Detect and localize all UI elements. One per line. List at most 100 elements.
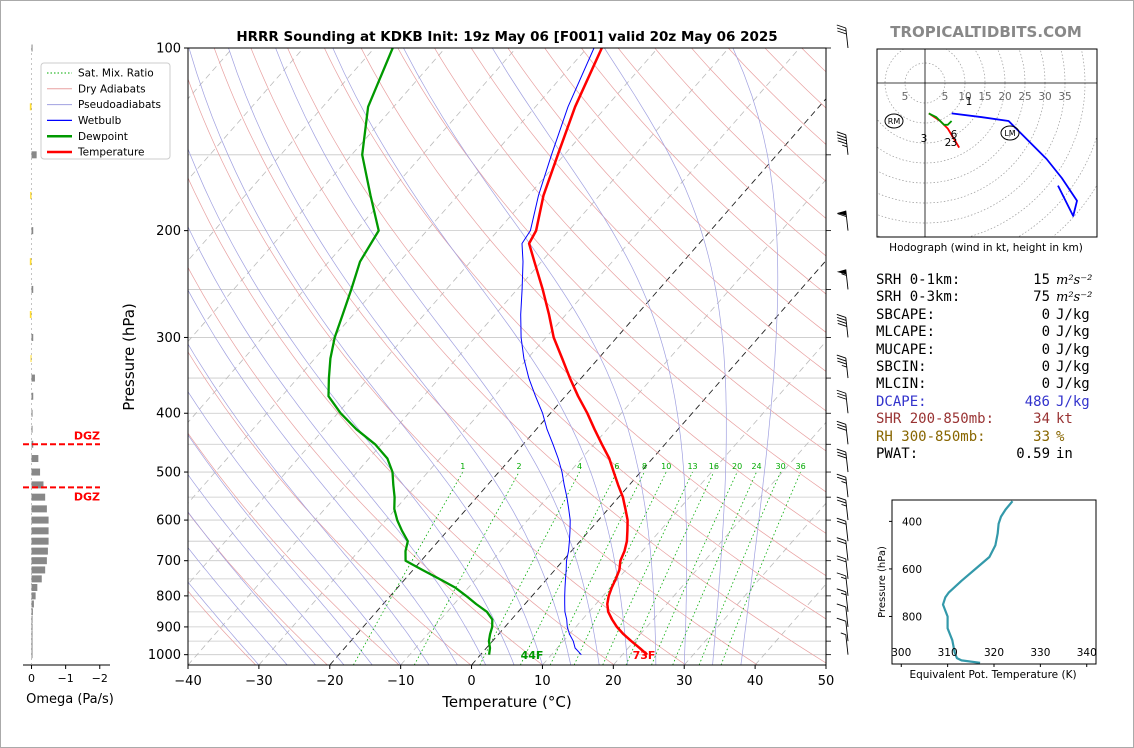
isotherm-line	[188, 48, 517, 423]
wind-barb	[836, 24, 849, 49]
hodograph-ring-label: 20	[998, 91, 1011, 103]
legend-item-dry: Dry Adiabats	[47, 83, 146, 95]
omega-bar	[31, 151, 37, 159]
dry-adiabat	[188, 432, 400, 665]
omega-bar	[31, 392, 34, 400]
legend-label: Dry Adiabats	[78, 83, 146, 95]
hodograph-caption: Hodograph (wind in kt, height in km)	[889, 242, 1083, 254]
mixing-ratio-line	[413, 471, 520, 665]
series-dewpoint-line	[327, 48, 494, 655]
omega-bar	[31, 285, 34, 293]
stat-unit: J/kg	[1056, 376, 1090, 393]
x-tick-label: −20	[316, 674, 343, 689]
wind-barb	[836, 420, 849, 445]
omega-bar	[31, 409, 33, 417]
x-tick-label: 30	[676, 674, 693, 689]
isotherm-line	[188, 48, 446, 343]
wind-barb	[836, 131, 849, 155]
rm-label: RM	[888, 117, 901, 126]
omega-bar	[31, 575, 42, 583]
legend-item-mix: Sat. Mix. Ratio	[47, 68, 154, 80]
dry-adiabat	[188, 177, 615, 665]
theta-e-panel: 300 310 320 330 340 400 600 800 Equivalent Pot.…	[877, 499, 1097, 681]
hodograph-ring-label: 25	[1018, 91, 1031, 103]
y-tick-label: 800	[156, 589, 181, 604]
mixing-ratio-line	[549, 471, 645, 665]
x-tick-label: 0	[467, 674, 475, 689]
theta-x-tick-label: 320	[984, 647, 1004, 659]
theta-y-tick-label: 400	[902, 516, 922, 528]
lm-marker	[1000, 125, 1020, 141]
omega-tick-label: −1	[58, 672, 74, 685]
theta-y-tick-label: 600	[902, 564, 922, 576]
theta-x-tick-label: 340	[1077, 647, 1097, 659]
stat-value: 0	[1041, 341, 1050, 358]
wind-barb	[836, 572, 849, 596]
mixing-ratio-label: 16	[709, 462, 719, 471]
stat-value: 75	[1033, 289, 1050, 306]
skewt-legend: Sat. Mix. Ratio Dry Adiabats Pseudoadiabat…	[40, 62, 171, 160]
isotherm-line	[258, 48, 800, 665]
stat-label: SBCIN:	[876, 358, 927, 375]
stat-row: SBCAPE: 0 J/kg	[876, 307, 1106, 324]
mixing-ratio-line	[520, 471, 618, 665]
pseudoadiabat	[188, 547, 288, 665]
wind-barb	[836, 588, 849, 612]
stat-unit: J/kg	[1056, 393, 1090, 410]
stat-unit: kt	[1056, 411, 1073, 428]
x-tick-label: −10	[387, 674, 414, 689]
stat-unit: J/kg	[1056, 358, 1090, 375]
wind-barb	[836, 389, 849, 414]
legend-item-pseudo: Pseudoadiabats	[47, 99, 161, 111]
omega-bar	[31, 584, 38, 592]
omega-bar	[29, 103, 32, 111]
legend-item-temperature: Temperature	[47, 147, 145, 159]
stat-value: 0	[1041, 324, 1050, 341]
legend-label: Wetbulb	[78, 115, 122, 127]
wind-barb	[836, 269, 849, 290]
omega-bar	[29, 258, 32, 266]
mixing-ratio-label: 4	[577, 462, 582, 471]
stat-unit: J/kg	[1056, 341, 1090, 358]
wind-barb	[836, 354, 849, 379]
isotherm-line	[471, 259, 826, 665]
stat-unit: m²s⁻²	[1056, 273, 1093, 288]
legend-item-wetbulb: Wetbulb	[47, 115, 122, 127]
stat-row: SBCIN: 0 J/kg	[876, 359, 1106, 376]
omega-bar	[31, 374, 35, 382]
dry-adiabat	[507, 48, 826, 372]
theta-e-xlabel: Equivalent Pot. Temperature (K)	[909, 669, 1076, 681]
omega-bar	[31, 557, 47, 565]
omega-bar	[31, 425, 33, 433]
omega-bar	[31, 630, 33, 638]
theta-x-tick-label: 330	[1030, 647, 1050, 659]
pseudoadiabat	[188, 48, 543, 665]
dry-adiabat	[397, 48, 826, 493]
x-tick-label: −30	[245, 674, 272, 689]
stat-value: 34	[1033, 411, 1050, 428]
isotherm-line	[542, 340, 826, 665]
skewt-plot: 1 2 4 6 8 10 13 16 20 24 30 36 −40 −30 −20 −10 0 10 20 30 4…	[120, 42, 834, 712]
stat-value: 0	[1041, 306, 1050, 323]
isotherm-line	[188, 48, 588, 504]
pseudoadiabat	[604, 48, 727, 665]
brand-watermark: TROPICALTIDBITS.COM	[890, 23, 1082, 41]
y-tick-label: 400	[156, 407, 181, 422]
hodograph-ring-label: 30	[1038, 91, 1051, 103]
stat-row: DCAPE: 486 J/kg	[876, 394, 1106, 411]
legend-label: Dewpoint	[78, 131, 128, 143]
y-tick-label: 500	[156, 466, 181, 481]
omega-bar	[31, 600, 34, 608]
mixing-ratio-label: 30	[776, 462, 786, 471]
hodograph-ring-label: 5	[942, 91, 949, 103]
stat-value: 33	[1033, 428, 1050, 445]
omega-bar	[31, 615, 33, 623]
dry-adiabat	[544, 48, 826, 333]
dry-adiabat	[324, 48, 826, 577]
dry-adiabat	[188, 511, 328, 665]
stat-label: PWAT:	[876, 445, 919, 462]
stat-unit: m²s⁻²	[1056, 290, 1093, 306]
isotherm-line	[188, 48, 304, 181]
dry-adiabat	[250, 48, 826, 664]
